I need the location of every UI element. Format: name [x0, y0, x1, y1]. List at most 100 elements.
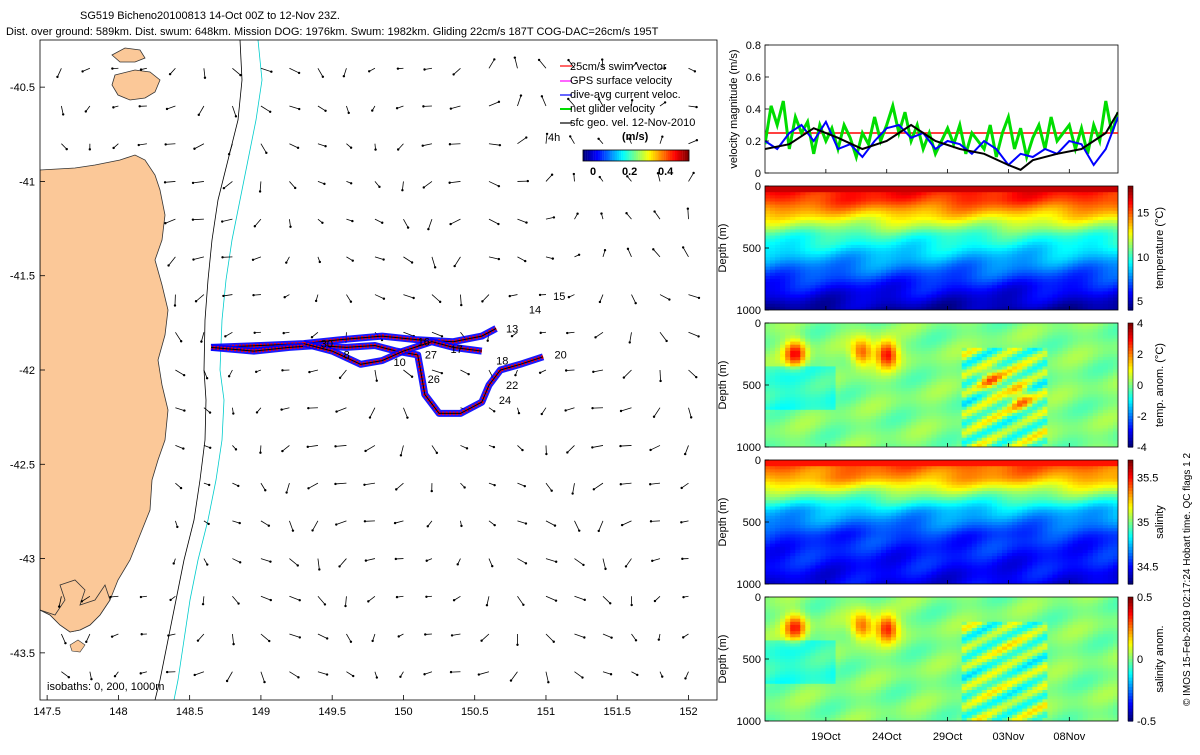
section-ytick-label: 0 [755, 181, 761, 193]
geo-arrow-head [66, 148, 68, 150]
geo-arrow-head [684, 677, 686, 679]
colorbar-cell [672, 150, 674, 161]
colorbar-cell [600, 150, 602, 161]
geo-arrow-head [259, 190, 261, 192]
colorbar-cell [683, 150, 685, 161]
geo-arrow-head [682, 596, 684, 598]
geo-arrow-head [451, 634, 453, 636]
geo-arrow-head [383, 298, 385, 300]
geo-arrow-head [183, 409, 185, 411]
geo-arrow-head [695, 106, 697, 108]
geo-arrow-head [620, 410, 622, 412]
geo-arrow-head [460, 304, 462, 306]
colorbar-cell [657, 150, 659, 161]
geo-arrow-head [111, 67, 113, 69]
geo-arrow-head [498, 185, 500, 187]
colorbar-cell [587, 150, 589, 161]
geo-arrow-head [167, 634, 169, 636]
geo-arrow-head [311, 529, 313, 531]
velocity-ytick-label: 0.2 [746, 136, 761, 148]
geo-arrow-head [680, 521, 682, 523]
geo-arrow-head [376, 676, 378, 678]
geo-arrow-head [270, 599, 272, 601]
geo-arrow-head [237, 485, 239, 487]
geo-arrow-head [653, 416, 655, 418]
map-ytick-label: -43.5 [10, 648, 35, 660]
geo-arrow-head [439, 301, 441, 303]
colorbar-cell [638, 150, 640, 161]
geo-arrow [450, 144, 461, 145]
geo-arrow-head [112, 147, 114, 149]
geo-arrow-head [394, 522, 396, 524]
geo-arrow-head [697, 335, 699, 337]
geo-arrow-head [583, 636, 585, 638]
section-ytick-label: 1000 [737, 305, 761, 317]
geo-arrow-head [594, 336, 596, 338]
geo-arrow-head [425, 596, 427, 598]
section-cells [765, 186, 1119, 311]
legend-label-dac: dive-avg current veloc. [570, 89, 681, 101]
geo-arrow-head [139, 105, 141, 107]
geo-arrow-head [516, 644, 518, 646]
geo-arrow-head [449, 143, 451, 145]
geo-arrow-head [511, 335, 513, 337]
geo-arrow-head [481, 300, 483, 302]
geo-arrow-head [524, 260, 526, 262]
colorbar-cell [653, 150, 655, 161]
track-day-label: 18 [496, 355, 508, 367]
geo-arrow-head [348, 112, 350, 114]
geo-arrow-head [140, 596, 142, 598]
geo-arrow-head [541, 413, 543, 415]
geo-arrow-head [553, 641, 555, 643]
track-day-label: 16 [418, 336, 430, 348]
geo-arrow-head [581, 676, 583, 678]
geo-arrow-head [194, 674, 196, 676]
geo-arrow-head [493, 446, 495, 448]
geo-arrow-head [424, 633, 426, 635]
geo-arrow-head [344, 605, 346, 607]
geo-arrow-head [281, 450, 283, 452]
geo-arrow-head [635, 639, 637, 641]
track-day-label: 24 [499, 395, 511, 407]
geo-arrow-head [255, 371, 257, 373]
geo-arrow-head [395, 488, 397, 490]
geo-arrow-head [334, 445, 336, 447]
geo-arrow-head [467, 373, 469, 375]
geo-arrow-head [397, 67, 399, 69]
geo-arrow-head [226, 680, 228, 682]
geo-arrow-head [166, 108, 168, 110]
geo-arrow-head [427, 228, 429, 230]
geo-arrow-head [636, 674, 638, 676]
geo-arrow-head [687, 207, 689, 209]
colorbar-cell [666, 150, 668, 161]
geo-arrow-head [298, 599, 300, 601]
geo-arrow-head [510, 679, 512, 681]
geo-arrow-head [269, 560, 271, 562]
colorbar-cell [670, 150, 672, 161]
geo-arrow-head [550, 490, 552, 492]
velocity-frame [765, 45, 1118, 173]
geo-arrow-head [235, 448, 237, 450]
colorbar-tick-1: 0.2 [622, 166, 637, 178]
geo-arrow-head [619, 445, 621, 447]
geo-arrow-head [553, 216, 555, 218]
geo-arrow-head [514, 56, 516, 58]
track-day-label: 15 [553, 291, 565, 303]
geo-arrow-head [441, 335, 443, 337]
geo-arrow-head [659, 380, 661, 382]
velocity-ytick-label: 0.8 [746, 40, 761, 52]
geo-arrow-head [64, 642, 66, 644]
geo-arrow-head [690, 416, 692, 418]
geo-arrow-head [610, 673, 612, 675]
geo-arrow-head [374, 148, 376, 150]
geo-arrow-head [554, 524, 556, 526]
geo-arrow-head [326, 637, 328, 639]
geo-arrow-head [352, 675, 354, 677]
geo-arrow-head [138, 144, 140, 146]
geo-arrow-head [423, 673, 425, 675]
section-colorbar-tick: 5 [1137, 296, 1143, 308]
geo-arrow-head [541, 95, 543, 97]
geo-arrow-head [209, 411, 211, 413]
geo-arrow-head [315, 300, 317, 302]
